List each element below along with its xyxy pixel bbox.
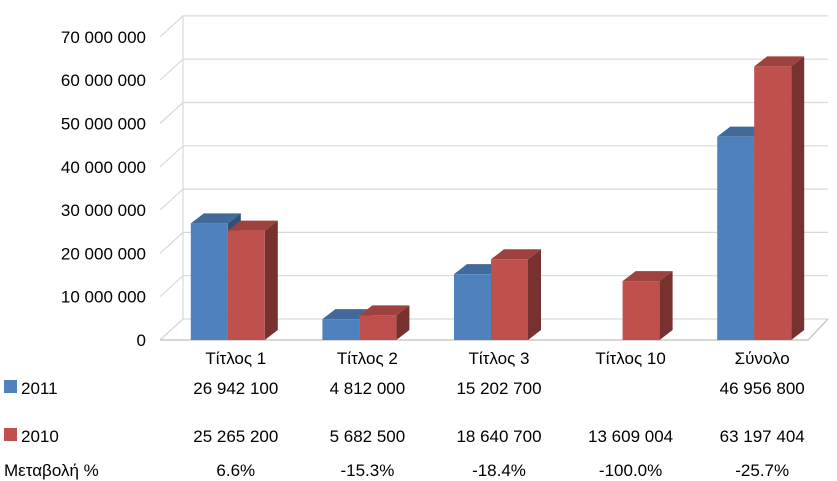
bar-2010-3	[622, 271, 673, 340]
table-value: 15 202 700	[456, 379, 541, 398]
change-value: -100.0%	[599, 461, 662, 480]
y-tick-label: 10 000 000	[61, 288, 146, 307]
table-value: 25 265 200	[193, 427, 278, 446]
change-value: 6.6%	[216, 461, 255, 480]
bar-2010-1	[359, 305, 410, 340]
table-value: 5 682 500	[330, 427, 406, 446]
y-tick-label: 60 000 000	[61, 71, 146, 90]
gridlines	[159, 15, 829, 341]
y-tick-label: 0	[137, 331, 146, 350]
gridline	[159, 15, 828, 38]
table-value: 4 812 000	[330, 379, 406, 398]
bar-2010-0	[227, 220, 278, 340]
legend-key-2011	[4, 380, 17, 393]
y-tick-label: 40 000 000	[61, 158, 146, 177]
legend-label: 2010	[21, 427, 59, 446]
change-value: -18.4%	[472, 461, 526, 480]
category-labels: Τίτλος 1 Τίτλος 2 Τίτλος 3 Τίτλος 10 Σύνολο	[205, 349, 789, 368]
table-value: 18 640 700	[456, 427, 541, 446]
legend-key-2010	[4, 428, 17, 441]
change-row-label: Μεταβολή %	[4, 461, 99, 480]
change-value: -15.3%	[340, 461, 394, 480]
table-value: 63 197 404	[720, 427, 805, 446]
back-wall-edge	[159, 15, 184, 341]
gridline	[159, 101, 828, 124]
category-label: Τίτλος 1	[205, 349, 266, 368]
table-value: 13 609 004	[588, 427, 673, 446]
gridline	[159, 58, 828, 81]
bar-2010-2	[491, 249, 541, 340]
y-tick-label: 50 000 000	[61, 115, 146, 134]
category-label: Τίτλος 3	[469, 349, 530, 368]
change-value: -25.7%	[735, 461, 789, 480]
table-value: 26 942 100	[193, 379, 278, 398]
bars	[190, 56, 805, 341]
table-value: 46 956 800	[720, 379, 805, 398]
y-tick-label: 70 000 000	[61, 28, 146, 47]
category-label: Τίτλος 2	[337, 349, 398, 368]
category-label: Σύνολο	[735, 349, 790, 368]
y-tick-label: 20 000 000	[61, 244, 146, 263]
legend-label: 2011	[21, 379, 58, 398]
y-tick-label: 30 000 000	[61, 201, 146, 220]
bar-2010-4	[754, 56, 805, 341]
category-label: Τίτλος 10	[595, 349, 665, 368]
data-table: 2011 26 942 100 4 812 000 15 202 700 46 956 …	[4, 379, 805, 480]
y-axis-ticks: 0 10 000 000 20 000 000 30 000 000 40 000 00…	[61, 28, 146, 350]
